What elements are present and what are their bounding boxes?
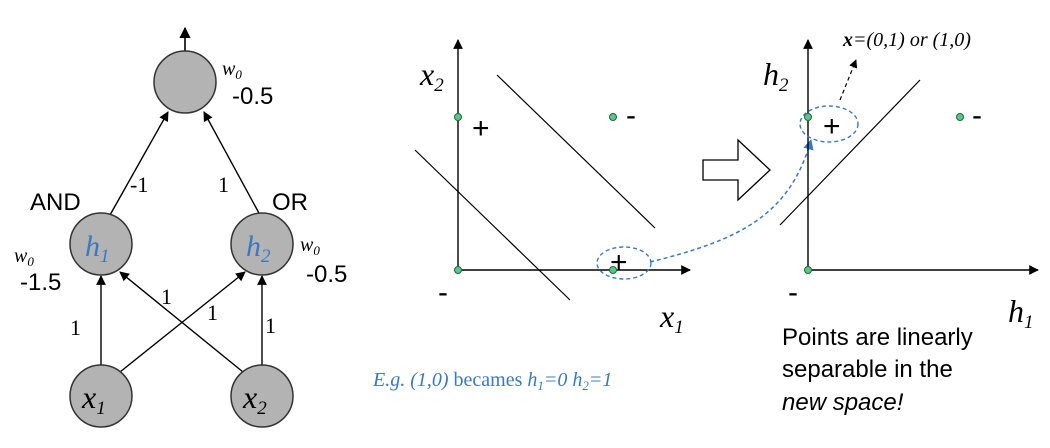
input-boundary-lower: [414, 149, 571, 301]
edge-x2-h1: [119, 271, 244, 373]
weight-x1-h2: 1: [207, 300, 218, 325]
h1-node-label: h1: [85, 230, 110, 267]
output-node: [153, 50, 217, 114]
transform-arrow: [702, 138, 771, 202]
hidden-minus-label-origin: -: [788, 276, 798, 309]
input-minus-label-origin: -: [438, 276, 448, 309]
h2-node-label: h2: [246, 230, 271, 267]
h1-bias-value: -1.5: [20, 269, 61, 296]
hidden-node-h2: [230, 212, 294, 276]
example-caption: E.g. (1,0) becames h1=0 h2=1: [372, 369, 612, 393]
note-line-1: Points are linearly: [782, 324, 973, 351]
hidden-boundary: [779, 79, 921, 226]
input-node-x1: [69, 364, 133, 428]
h2-bias-weight: w0: [300, 234, 320, 258]
output-bias-weight: w0: [222, 58, 242, 82]
annotation-arrow: [839, 59, 858, 101]
note-line-3: new space!: [782, 389, 904, 416]
input-highlight-ellipse: [596, 246, 652, 280]
note-line-2: separable in the: [782, 356, 953, 383]
input-x-axis-label: x1: [659, 298, 684, 338]
or-gate-label: OR: [272, 189, 308, 216]
h1-bias-weight: w0: [14, 245, 34, 269]
weight-h1-output: -1: [130, 172, 148, 197]
input-point-1-0: [609, 266, 617, 274]
weight-x1-h1: 1: [70, 315, 81, 340]
weight-h2-output: 1: [218, 172, 229, 197]
input-space-plot: x2 x1 + - - +: [414, 39, 691, 338]
input-plus-label-top: +: [472, 112, 490, 145]
hidden-y-axis-label: h2: [763, 56, 789, 96]
x1-node-label: x1: [81, 379, 106, 419]
mapping-curve: [649, 138, 814, 263]
annotation-text: x=(0,1) or (1,0): [842, 29, 971, 51]
input-minus-label-top: -: [626, 99, 636, 132]
hidden-node-h1: [69, 212, 133, 276]
hidden-point-1-1: [956, 113, 964, 121]
and-gate-label: AND: [30, 189, 81, 216]
edge-h1-output: [109, 111, 169, 216]
input-point-0-1: [454, 113, 462, 121]
input-plus-label-right: +: [610, 246, 628, 279]
edge-h2-output: [203, 111, 261, 216]
hidden-x-axis-label: h1: [1008, 293, 1034, 333]
x2-node-label: x2: [242, 379, 267, 419]
input-point-0-0: [454, 266, 462, 274]
input-boundary-upper: [496, 74, 656, 229]
input-y-axis-label: x2: [419, 56, 444, 96]
input-node-x2: [230, 364, 294, 428]
hidden-space-plot: h2 h1 + - - x=(0,1) or (1,0): [763, 29, 1039, 333]
network-diagram: h1 h2 x1 x2 w0 -0.5 AND OR w0 -1.5 w0 -0…: [14, 26, 347, 428]
weight-x2-h1: 1: [161, 284, 172, 309]
hidden-point-0-1: [804, 113, 812, 121]
h2-bias-value: -0.5: [306, 261, 347, 288]
weight-x2-h2: 1: [265, 313, 276, 338]
hidden-plus-label: +: [823, 110, 841, 143]
hidden-highlight-ellipse: [799, 105, 859, 143]
output-bias-value: -0.5: [232, 83, 273, 110]
hidden-point-0-0: [804, 266, 812, 274]
input-point-1-1: [609, 113, 617, 121]
hidden-minus-label-right: -: [972, 99, 982, 132]
